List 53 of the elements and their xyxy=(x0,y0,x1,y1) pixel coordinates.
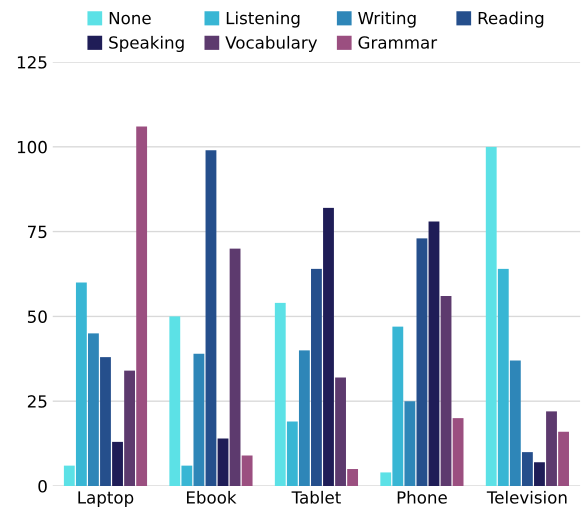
bar xyxy=(416,238,428,486)
legend-label: Reading xyxy=(478,11,544,28)
bar xyxy=(181,466,192,486)
legend-label: Vocabulary xyxy=(225,36,318,52)
bar xyxy=(169,316,180,486)
bar xyxy=(392,326,404,486)
bar xyxy=(323,208,334,486)
bar xyxy=(112,442,123,486)
bar xyxy=(440,296,452,486)
bar xyxy=(218,438,228,486)
bar xyxy=(64,466,75,486)
bar xyxy=(230,248,240,486)
bar xyxy=(206,150,216,486)
bar xyxy=(274,302,286,486)
bar xyxy=(193,354,204,486)
bar xyxy=(136,126,148,486)
bar xyxy=(510,360,521,486)
legend-label: None xyxy=(110,12,151,24)
bar xyxy=(76,282,87,486)
bar xyxy=(347,469,358,486)
bar xyxy=(380,472,392,486)
bar xyxy=(486,146,497,486)
bar xyxy=(558,432,569,486)
bar xyxy=(298,350,310,486)
bar xyxy=(498,268,509,486)
bar xyxy=(124,370,136,486)
bar xyxy=(534,462,545,486)
x-tick-label: Television xyxy=(486,490,567,504)
legend-label: Listening xyxy=(226,11,300,28)
legend-label: Writing xyxy=(358,11,416,28)
bar xyxy=(286,422,298,486)
y-tick-label: 25 xyxy=(28,395,46,408)
bar xyxy=(88,333,99,486)
y-tick-label: 50 xyxy=(28,310,47,323)
x-tick-label: Phone xyxy=(398,490,447,504)
bar xyxy=(428,221,440,486)
bar xyxy=(242,455,253,486)
bar xyxy=(522,452,533,486)
legend-label: Speaking xyxy=(109,36,184,52)
legend-label: Grammar xyxy=(358,36,438,49)
x-tick-label: Laptop xyxy=(78,491,134,507)
y-tick-label: 75 xyxy=(28,226,46,238)
x-tick-label: Ebook xyxy=(187,490,236,504)
y-tick-label: 0 xyxy=(38,480,47,493)
x-tick-label: Tablet xyxy=(292,490,341,504)
bar xyxy=(311,268,322,486)
bar xyxy=(404,401,416,486)
bar xyxy=(546,411,557,486)
bar xyxy=(100,357,111,486)
bar xyxy=(335,377,346,486)
bar xyxy=(452,418,464,486)
y-tick-label: 125 xyxy=(18,56,46,69)
y-tick-label: 100 xyxy=(18,140,47,154)
